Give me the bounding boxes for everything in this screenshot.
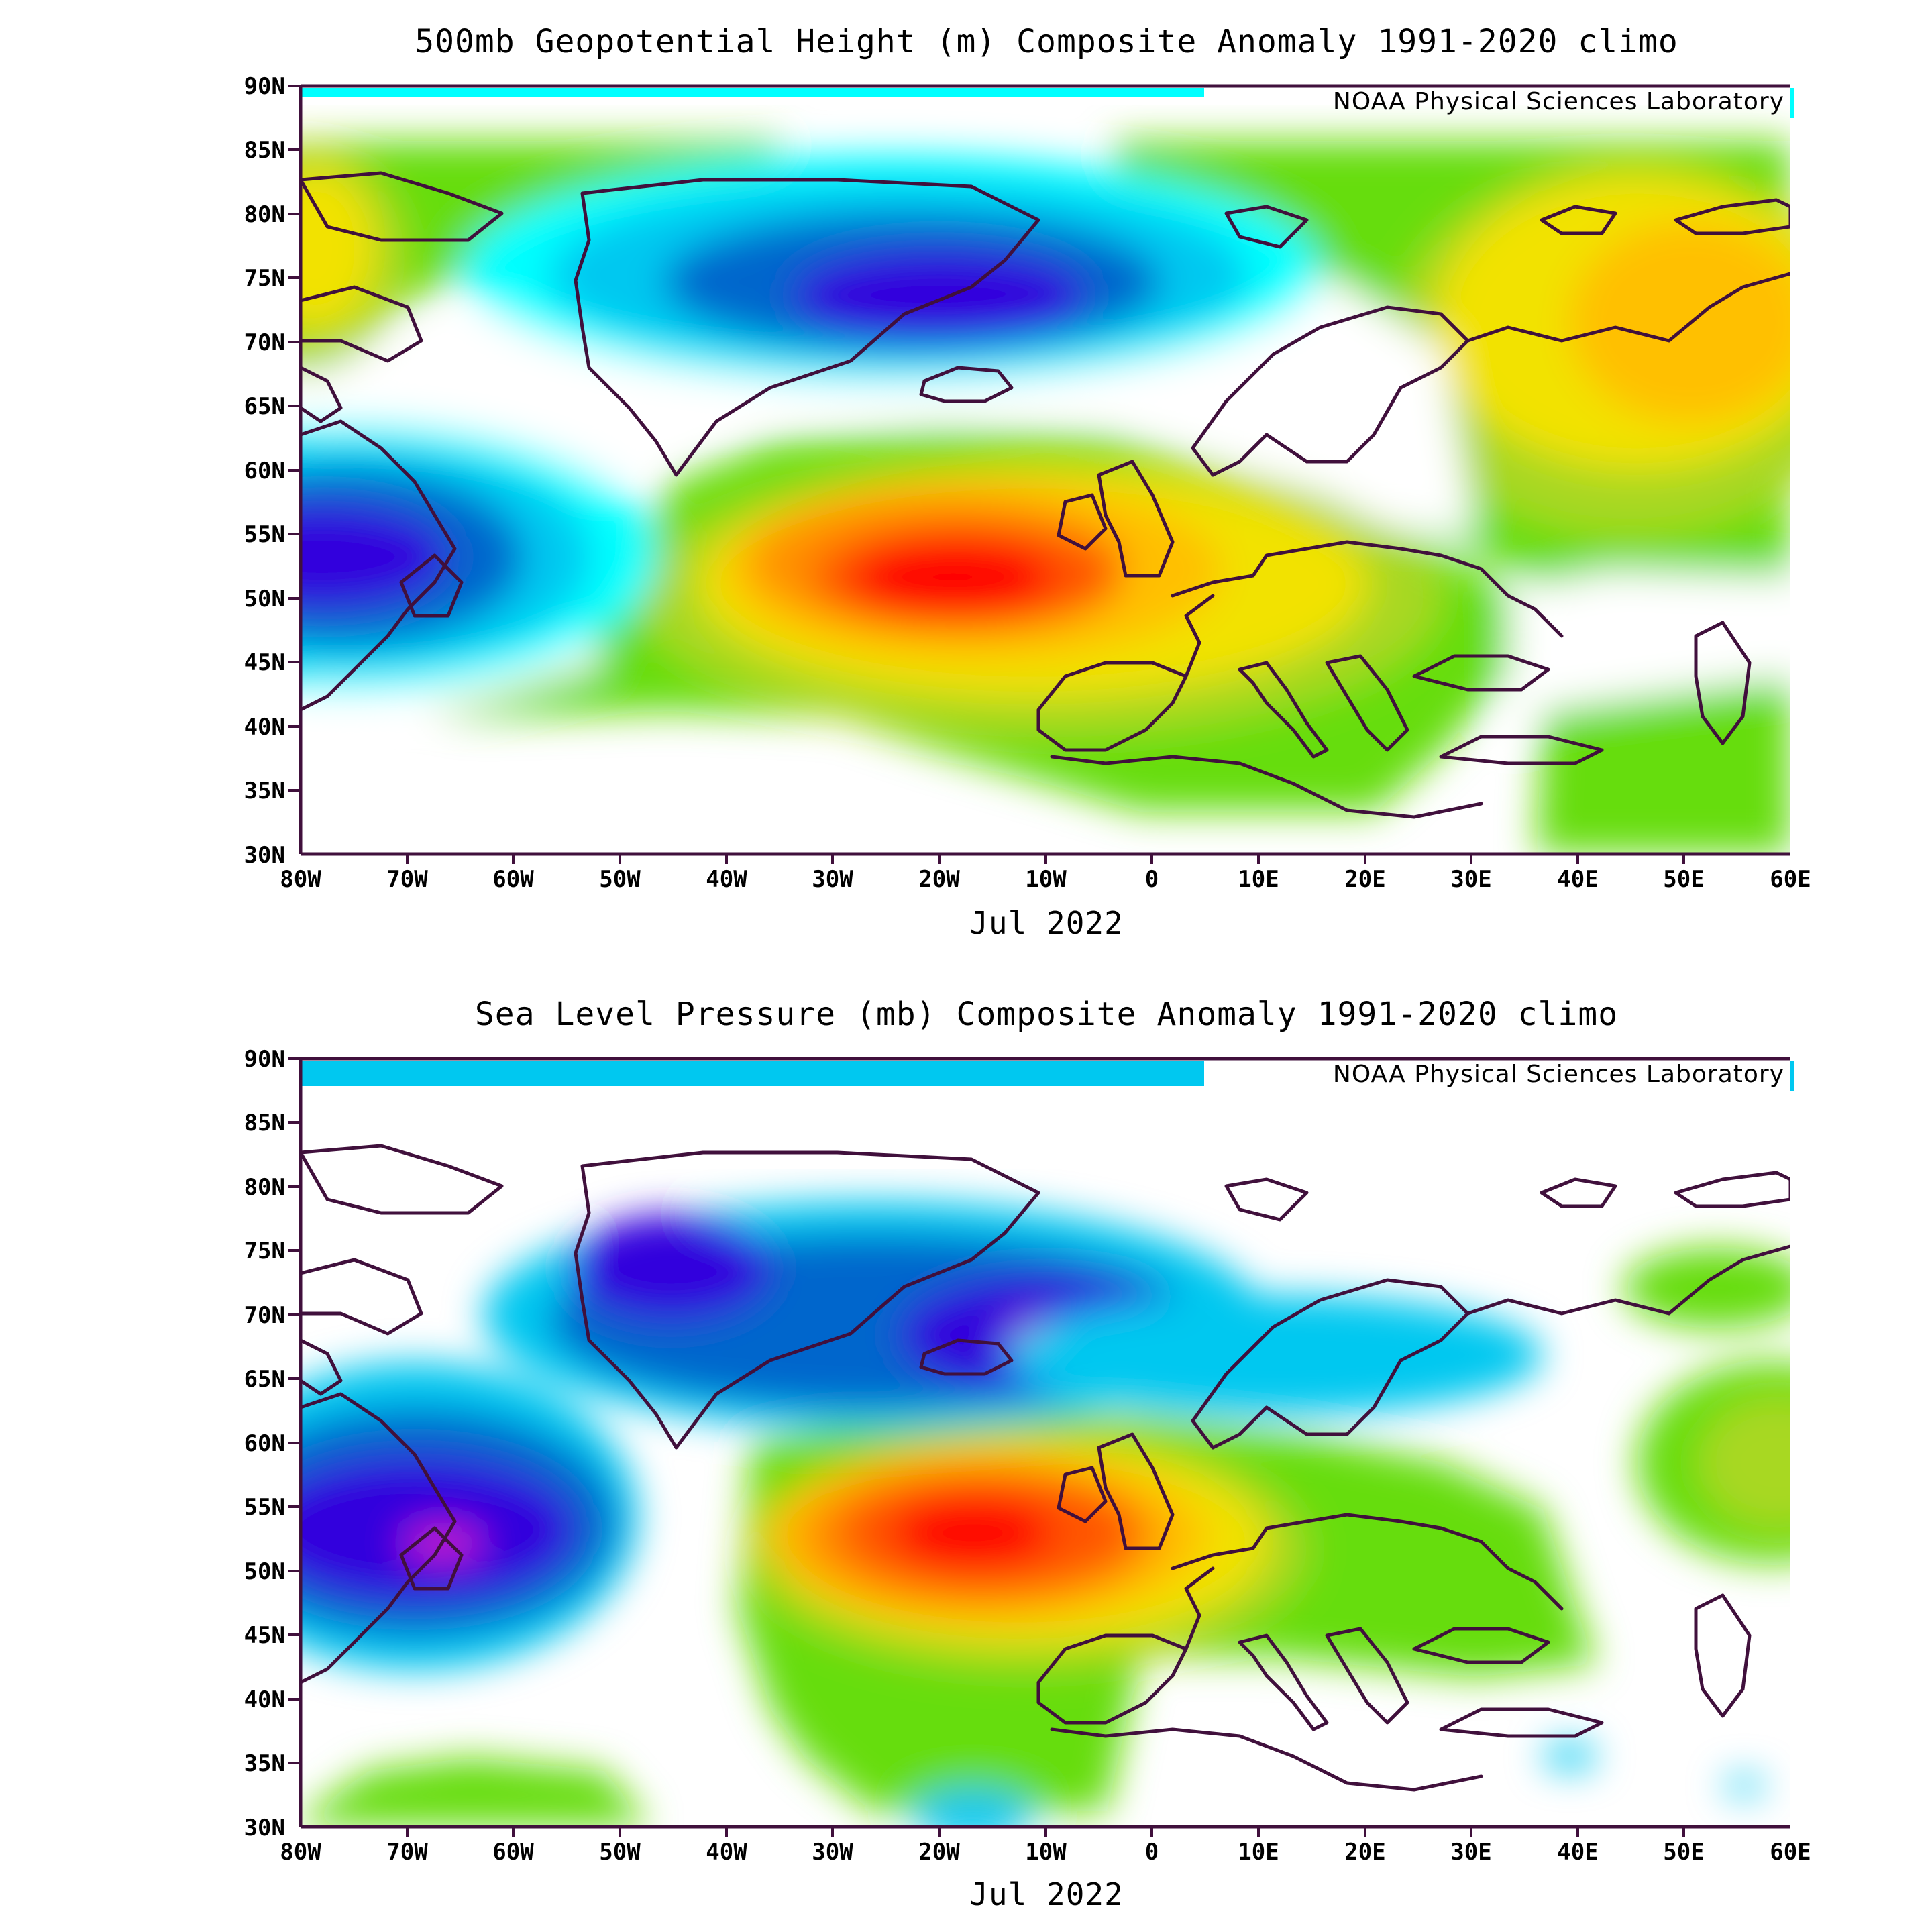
lon-tick: 10W (1025, 1839, 1067, 1866)
panel-slp: Sea Level Pressure (mb) Composite Anomal… (244, 996, 1811, 1913)
lat-tick: 35N (244, 777, 285, 804)
panel-slp-field (301, 1059, 1790, 1827)
lon-tick: 70W (386, 866, 428, 893)
lon-tick: 40E (1557, 1839, 1598, 1866)
lon-tick: 80W (280, 866, 321, 893)
lon-tick: 40E (1557, 866, 1598, 893)
panel-slp-lat-ticks: 90N 85N 80N 75N 70N 65N 60N 55N 50N 45N … (244, 1046, 285, 1841)
lon-tick: 50W (599, 1839, 641, 1866)
lat-tick: 35N (244, 1750, 285, 1777)
lon-tick: 0 (1145, 866, 1159, 893)
lat-tick: 60N (244, 458, 285, 484)
lat-tick: 40N (244, 714, 285, 741)
panel-500mb-date: Jul 2022 (969, 905, 1124, 941)
lat-tick: 45N (244, 1622, 285, 1649)
lon-tick: 80W (280, 1839, 321, 1866)
lat-tick: 70N (244, 329, 285, 356)
panel-500mb: 500mb Geopotential Height (m) Composite … (244, 23, 1811, 941)
lat-tick: 40N (244, 1686, 285, 1713)
panel-500mb-field (301, 86, 1790, 854)
lon-tick: 10W (1025, 866, 1067, 893)
lon-tick: 30E (1450, 866, 1491, 893)
lon-tick: 60W (492, 1839, 534, 1866)
lat-tick: 80N (244, 1174, 285, 1201)
lon-tick: 40W (706, 1839, 747, 1866)
lat-tick: 85N (244, 1110, 285, 1136)
lon-tick: 30E (1450, 1839, 1491, 1866)
panel-500mb-lat-ticks: 90N 85N 80N 75N 70N 65N 60N 55N 50N 45N … (244, 73, 285, 869)
lon-tick: 50E (1663, 1839, 1704, 1866)
panel-500mb-title: 500mb Geopotential Height (m) Composite … (415, 23, 1678, 60)
lon-tick: 50E (1663, 866, 1704, 893)
lat-tick: 65N (244, 1366, 285, 1393)
panel-slp-lon-ticks: 80W 70W 60W 50W 40W 30W 20W 10W 0 10E 20… (280, 1839, 1811, 1866)
panel-500mb-polar-band (302, 88, 1204, 97)
lon-tick: 20W (918, 1839, 960, 1866)
lat-tick: 80N (244, 201, 285, 228)
panel-500mb-credit: NOAA Physical Sciences Laboratory (1333, 88, 1784, 115)
panel-slp-credit: NOAA Physical Sciences Laboratory (1333, 1061, 1784, 1088)
lat-tick: 45N (244, 649, 285, 676)
lat-tick: 70N (244, 1302, 285, 1329)
lat-tick: 90N (244, 73, 285, 100)
lon-tick: 10E (1238, 1839, 1279, 1866)
lon-tick: 60W (492, 866, 534, 893)
lat-tick: 90N (244, 1046, 285, 1073)
lon-tick: 70W (386, 1839, 428, 1866)
lon-tick: 20E (1344, 1839, 1385, 1866)
panel-slp-date: Jul 2022 (969, 1876, 1124, 1913)
lon-tick: 30W (812, 866, 853, 893)
lon-tick: 60E (1770, 866, 1811, 893)
lat-tick: 75N (244, 265, 285, 292)
panel-slp-title: Sea Level Pressure (mb) Composite Anomal… (475, 996, 1618, 1033)
lat-tick: 60N (244, 1430, 285, 1457)
lat-tick: 30N (244, 842, 285, 869)
panel-500mb-lon-ticks: 80W 70W 60W 50W 40W 30W 20W 10W 0 10E 20… (280, 866, 1811, 893)
lat-tick: 75N (244, 1238, 285, 1265)
lon-tick: 20E (1344, 866, 1385, 893)
lon-tick: 20W (918, 866, 960, 893)
lat-tick: 50N (244, 1558, 285, 1585)
lon-tick: 60E (1770, 1839, 1811, 1866)
lon-tick: 50W (599, 866, 641, 893)
lat-tick: 55N (244, 521, 285, 548)
lat-tick: 30N (244, 1815, 285, 1841)
lat-tick: 50N (244, 586, 285, 612)
lat-tick: 55N (244, 1494, 285, 1521)
panel-slp-polar-band (302, 1061, 1204, 1086)
lon-tick: 40W (706, 866, 747, 893)
lat-tick: 65N (244, 393, 285, 420)
lon-tick: 10E (1238, 866, 1279, 893)
lon-tick: 30W (812, 1839, 853, 1866)
lon-tick: 0 (1145, 1839, 1159, 1866)
lat-tick: 85N (244, 137, 285, 164)
